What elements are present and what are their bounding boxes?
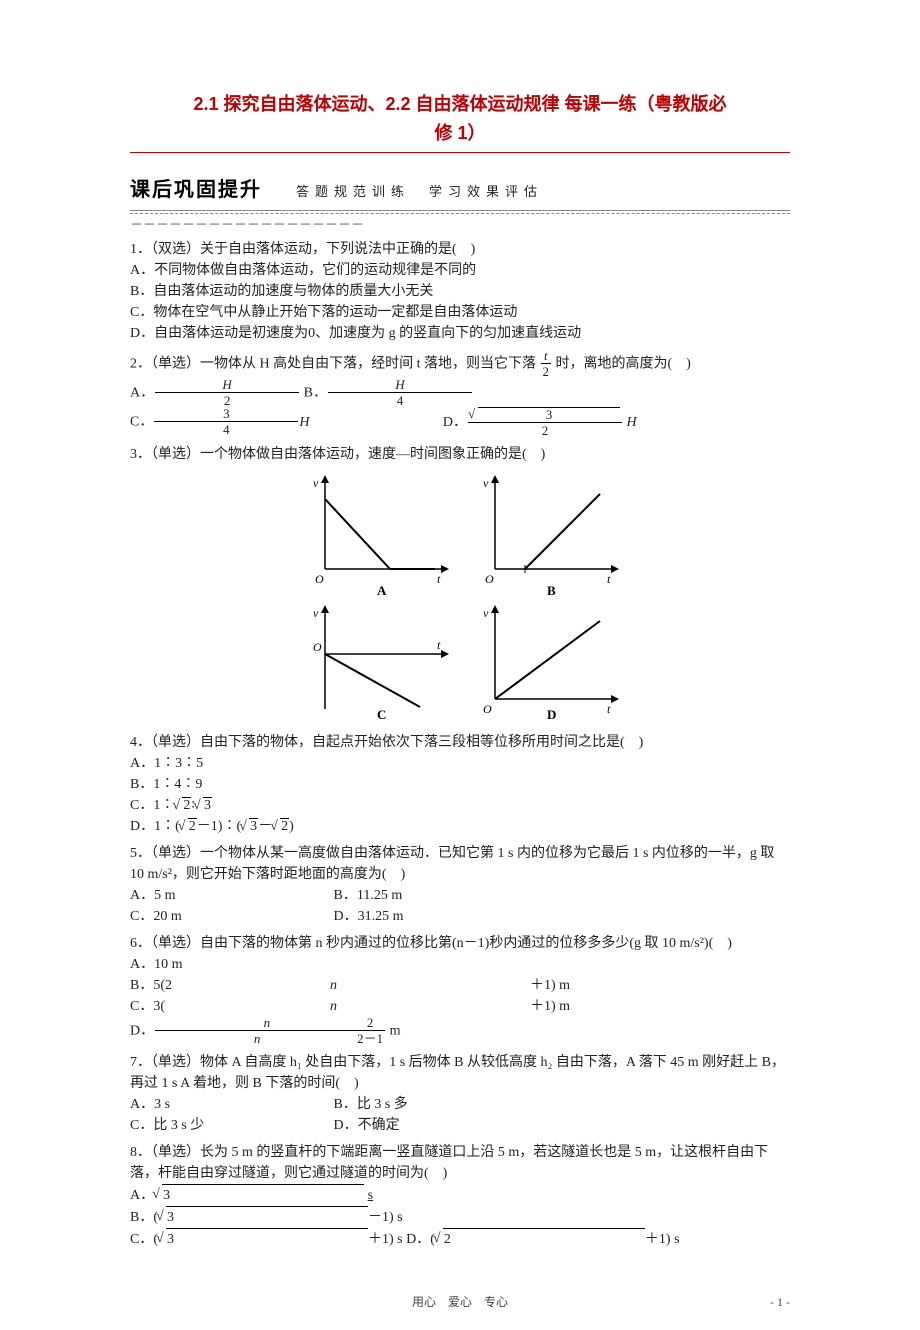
svg-text:v: v (483, 476, 489, 490)
q1-B: B．自由落体运动的加速度与物体的质量大小无关 (130, 281, 790, 302)
question-8: 8．（单选）长为 5 m 的竖直杆的下端距离一竖直隧道口上沿 5 m，若这隧道长… (130, 1142, 790, 1250)
q5-row2: C．20 m D．31.25 m (130, 906, 790, 927)
svg-text:O: O (313, 640, 322, 654)
vt-graphs-svg: v t O A v t O (295, 469, 625, 719)
q2-D: D．32 H (443, 408, 767, 438)
question-1: 1．（双选）关于自由落体运动，下列说法中正确的是( ) A．不同物体做自由落体运… (130, 239, 790, 344)
doc-title: 2.1 探究自由落体运动、2.2 自由落体运动规律 每课一练（粤教版必 修 1） (130, 90, 790, 153)
svg-text:C: C (377, 707, 386, 719)
q2-A: A．H2 (130, 379, 300, 408)
question-4: 4．（单选）自由下落的物体，自起点开始依次下落三段相等位移所用时间之比是( ) … (130, 732, 790, 837)
q5-stem: 5．（单选）一个物体从某一高度做自由落体运动．已知它第 1 s 内的位移为它最后… (130, 843, 790, 885)
q7-C: C．比 3 s 少 (130, 1115, 330, 1136)
svg-text:O: O (483, 702, 492, 716)
q8-row1: A．3 s B．(3－1) s (130, 1184, 790, 1228)
svg-text:v: v (483, 606, 489, 620)
q2-stem-a: 2．（单选）一物体从 H 高处自由下落，经时间 t 落地，则当它下落 (130, 356, 536, 371)
q6-row2: C．3(n＋1) m D．n2n2－1 m (130, 996, 790, 1046)
svg-text:t: t (607, 572, 611, 586)
svg-text:v: v (313, 606, 319, 620)
svg-text:t: t (437, 572, 441, 586)
q4-stem: 4．（单选）自由下落的物体，自起点开始依次下落三段相等位移所用时间之比是( ) (130, 732, 790, 753)
q4-A: A．1∶3∶5 (130, 753, 790, 774)
q8-D: D．(2＋1) s (406, 1228, 679, 1250)
q6-A: A．10 m (130, 954, 330, 975)
section-header: 课后巩固提升 答题规范训练 学习效果评估 (130, 173, 790, 202)
q7-D: D．不确定 (334, 1115, 534, 1136)
question-5: 5．（单选）一个物体从某一高度做自由落体运动．已知它第 1 s 内的位移为它最后… (130, 843, 790, 927)
q3-graphs: v t O A v t O (130, 469, 790, 726)
q4-C: C．1∶2∶3 (130, 795, 790, 816)
title-line2: 修 1） (434, 123, 485, 143)
q6-C: C．3(n＋1) m (130, 996, 730, 1017)
q7-A: A．3 s (130, 1094, 330, 1115)
q2-C: C．34H (130, 408, 439, 437)
frac-t-over-2: t2 (541, 349, 552, 378)
q2-B: B．H4 (304, 379, 473, 408)
q7-row2: C．比 3 s 少 D．不确定 (130, 1115, 790, 1136)
q8-stem: 8．（单选）长为 5 m 的竖直杆的下端距离一竖直隧道口上沿 5 m，若这隧道长… (130, 1142, 790, 1184)
title-line1: 2.1 探究自由落体运动、2.2 自由落体运动规律 每课一练（粤教版必 (193, 94, 726, 114)
svg-text:t: t (607, 702, 611, 716)
q7-row1: A．3 s B．比 3 s 多 (130, 1094, 790, 1115)
q7-stem: 7．（单选）物体 A 自高度 h₁ 处自由下落，1 s 后物体 B 从较低高度 … (130, 1052, 790, 1094)
q4-D: D．1∶(2－1)∶(3－2) (130, 816, 790, 837)
question-7: 7．（单选）物体 A 自高度 h₁ 处自由下落，1 s 后物体 B 从较低高度 … (130, 1052, 790, 1136)
q4-B: B．1∶4∶9 (130, 774, 790, 795)
footer-text: 用心 爱心 专心 (412, 1295, 508, 1309)
q3-stem: 3．（单选）一个物体做自由落体运动，速度—时间图象正确的是( ) (130, 444, 790, 465)
q6-B: B．5(2n＋1) m (130, 975, 730, 996)
svg-text:v: v (313, 476, 319, 490)
svg-text:D: D (547, 707, 556, 719)
q1-D: D．自由落体运动是初速度为0、加速度为 g 的竖直向下的匀加速直线运动 (130, 323, 790, 344)
question-2: 2．（单选）一物体从 H 高处自由下落，经时间 t 落地，则当它下落 t2 时，… (130, 350, 790, 438)
q8-A: A．3 s (130, 1184, 568, 1206)
q7-B: B．比 3 s 多 (334, 1094, 534, 1115)
q2-stem-b: 时，离地的高度为( ) (556, 356, 691, 371)
section-sub: 答题规范训练 学习效果评估 (296, 184, 543, 199)
page-number: - 1 - (770, 1295, 790, 1310)
section-header-text: 课后巩固提升 (130, 179, 262, 201)
q1-A: A．不同物体做自由落体运动，它们的运动规律是不同的 (130, 260, 790, 281)
q6-stem: 6．（单选）自由下落的物体第 n 秒内通过的位移比第(n－1)秒内通过的位移多多… (130, 933, 790, 954)
svg-text:B: B (547, 583, 556, 598)
q1-C: C．物体在空气中从静止开始下落的运动一定都是自由落体运动 (130, 302, 790, 323)
q5-D: D．31.25 m (334, 906, 534, 927)
svg-text:t: t (437, 638, 441, 652)
question-6: 6．（单选）自由下落的物体第 n 秒内通过的位移比第(n－1)秒内通过的位移多多… (130, 933, 790, 1046)
q8-C: C．(3＋1) s (130, 1228, 403, 1250)
q2-row1: A．H2 B．H4 (130, 379, 790, 408)
svg-text:A: A (377, 583, 387, 598)
q8-row2: C．(3＋1) s D．(2＋1) s (130, 1228, 790, 1250)
svg-text:O: O (315, 572, 324, 586)
q6-D: D．n2n2－1 m (130, 1017, 401, 1046)
q5-C: C．20 m (130, 906, 330, 927)
q5-row1: A．5 m B．11.25 m (130, 885, 790, 906)
question-3: 3．（单选）一个物体做自由落体运动，速度—时间图象正确的是( ) v t O (130, 444, 790, 726)
q5-A: A．5 m (130, 885, 330, 906)
q1-stem: 1．（双选）关于自由落体运动，下列说法中正确的是( ) (130, 239, 790, 260)
q6-row1: A．10 m B．5(2n＋1) m (130, 954, 790, 996)
q5-B: B．11.25 m (334, 885, 534, 906)
q2-row2: C．34H D．32 H (130, 408, 790, 438)
svg-text:O: O (485, 572, 494, 586)
section-dashes: －－－－－－－－－－－－－－－－－－ (130, 214, 790, 233)
q8-B: B．(3－1) s (130, 1206, 403, 1228)
